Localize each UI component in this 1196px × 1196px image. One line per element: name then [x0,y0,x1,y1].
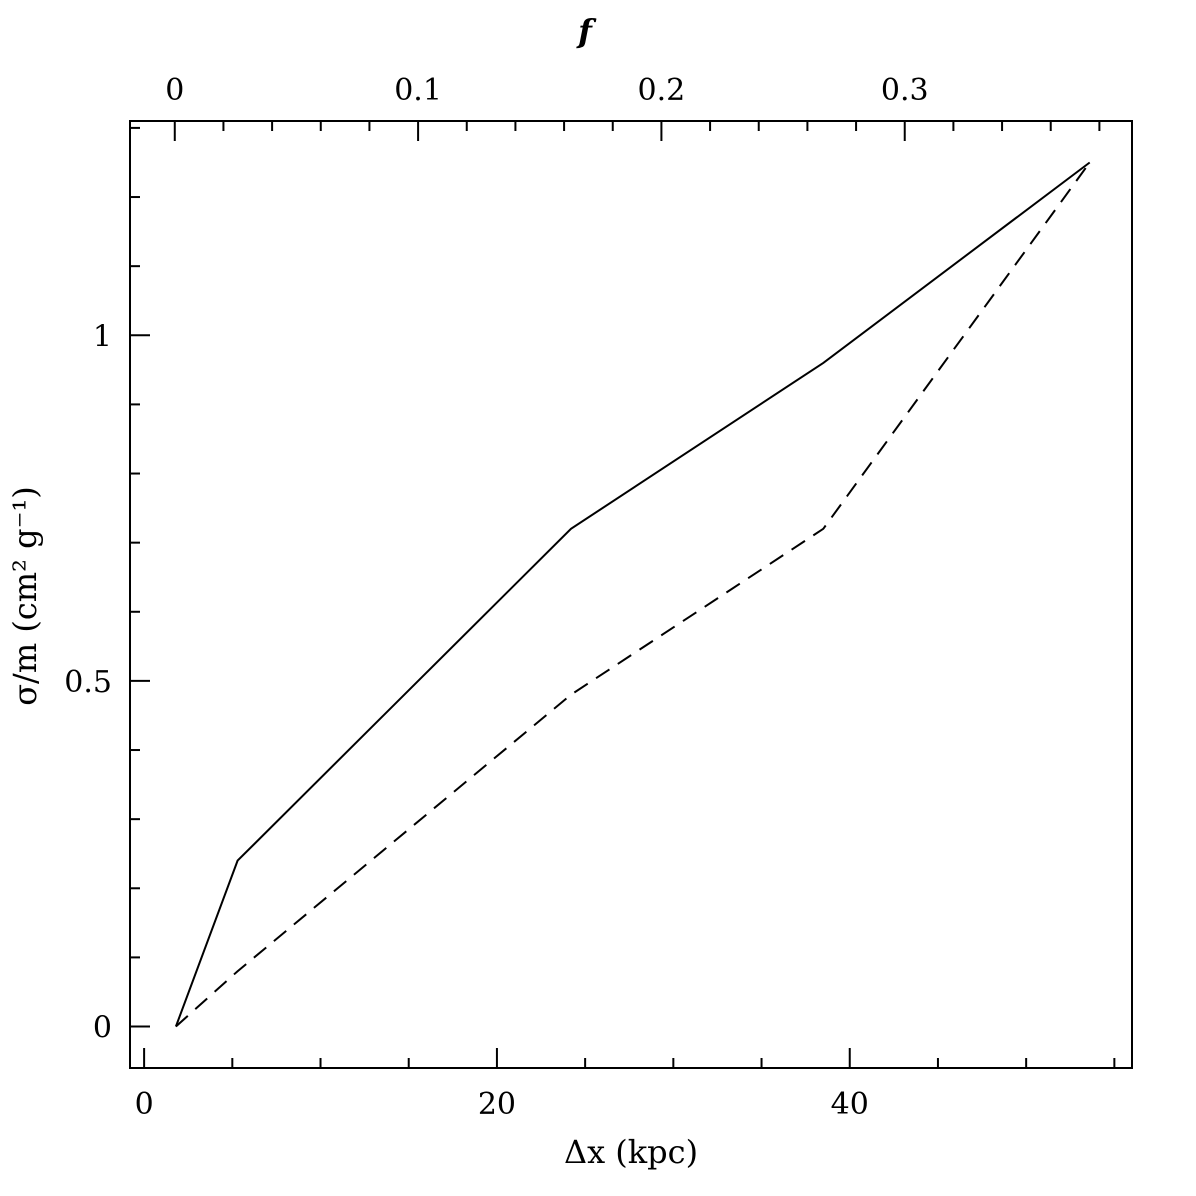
x-tick-label: 40 [831,1087,869,1122]
tick-labels: 0 20 40 0 0.1 0.2 0.3 0 0.5 1 [64,73,928,1122]
top-axis-title: f [576,12,597,50]
x-tick-label: 20 [478,1087,516,1122]
y-tick-label: 1 [93,319,112,354]
data-series [174,161,1091,1028]
top-tick-label: 0.3 [881,73,929,108]
y-tick-label: 0.5 [64,665,112,700]
solid-series-line [174,161,1091,1027]
top-tick-label: 0 [165,73,184,108]
x-axis-title: Δx (kpc) [564,1133,698,1171]
y-tick-label: 0 [93,1011,112,1046]
x-tick-label: 0 [135,1087,154,1122]
y-axis-title: σ/m (cm² g⁻¹) [6,486,44,706]
dashed-series-line [175,161,1091,1028]
top-tick-label: 0.1 [394,73,442,108]
plot-frame [129,120,1133,1069]
top-tick-label: 0.2 [638,73,686,108]
axis-ticks [130,121,1116,1068]
